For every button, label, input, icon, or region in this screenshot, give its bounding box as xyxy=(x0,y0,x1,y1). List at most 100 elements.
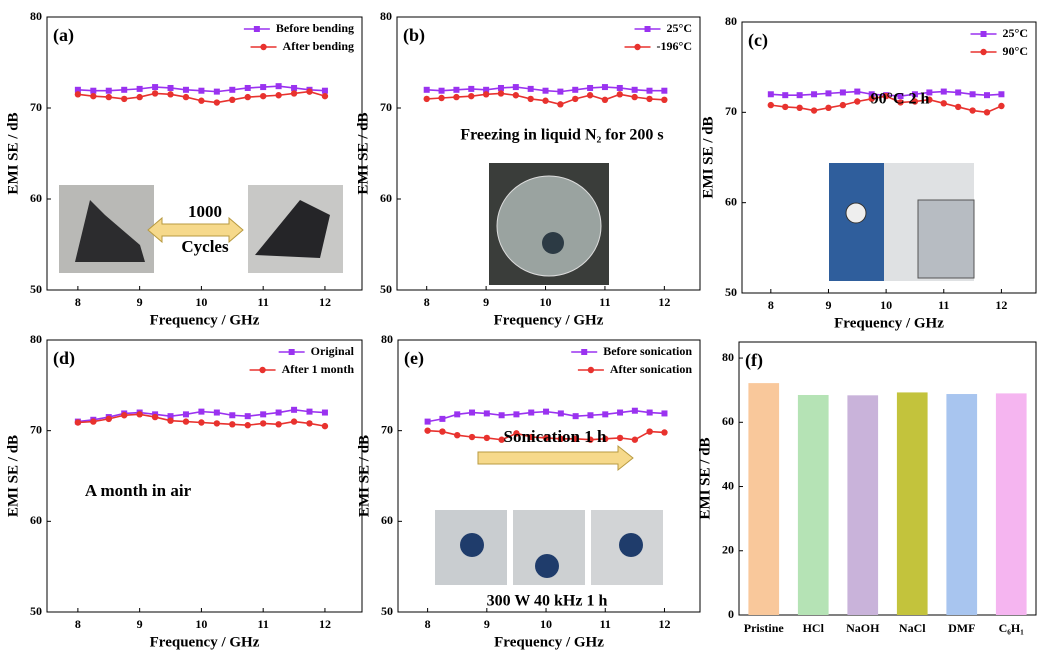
x-tick-label: 8 xyxy=(75,295,81,309)
plot-frame xyxy=(46,16,363,291)
annotation: 90°C 2 h xyxy=(871,91,930,108)
x-axis-label: Frequency / GHz xyxy=(494,312,604,328)
y-tick-label: 70 xyxy=(30,100,42,114)
point xyxy=(587,84,594,91)
point xyxy=(244,93,251,101)
double-arrow xyxy=(147,216,244,244)
point xyxy=(213,88,220,95)
photo-sample xyxy=(75,200,145,262)
x-tick-label: 10 xyxy=(540,295,552,309)
point xyxy=(512,92,520,99)
point xyxy=(229,421,236,428)
point xyxy=(74,91,82,98)
y-axis-label: EMI SE / dB xyxy=(700,116,716,198)
point xyxy=(498,436,505,443)
legend-marker xyxy=(253,26,260,32)
point xyxy=(105,93,112,101)
arrow xyxy=(477,444,634,472)
point xyxy=(911,98,919,105)
legend-label: -196°C xyxy=(657,39,692,53)
point xyxy=(497,90,505,97)
x-tick-label: NaCl xyxy=(899,621,926,635)
point xyxy=(167,91,174,98)
point xyxy=(983,109,991,116)
point xyxy=(868,95,875,102)
point xyxy=(182,93,190,101)
panel-label: (e) xyxy=(404,348,424,369)
legend-marker xyxy=(634,43,641,51)
photo-dish xyxy=(496,175,602,277)
point xyxy=(321,92,329,100)
point xyxy=(198,87,205,94)
point xyxy=(897,99,904,106)
point xyxy=(453,86,460,93)
y-tick-label: 50 xyxy=(30,282,42,296)
y-tick-label: 50 xyxy=(725,285,737,299)
x-tick-label: 9 xyxy=(825,298,831,312)
photo-sample xyxy=(460,533,484,557)
point xyxy=(631,93,638,101)
y-tick-label: 80 xyxy=(30,332,42,346)
annotation: Freezing in liquid N₂ for 200 s xyxy=(460,127,663,144)
point xyxy=(136,411,143,418)
annotation: Sonication 1 h xyxy=(504,427,608,446)
point xyxy=(646,428,653,435)
x-tick-label: HCl xyxy=(803,621,825,635)
point xyxy=(557,101,564,108)
annotation: Cycles xyxy=(181,237,229,256)
point xyxy=(306,408,313,415)
x-tick-label: 12 xyxy=(319,617,331,631)
point xyxy=(469,409,476,416)
x-tick-label: 10 xyxy=(880,298,892,312)
point xyxy=(969,91,976,98)
point xyxy=(198,419,205,426)
y-tick-label: 60 xyxy=(381,513,393,527)
point xyxy=(259,420,267,427)
legend-label: Before bending xyxy=(276,21,354,35)
y-axis-label: EMI SE / dB xyxy=(697,437,713,519)
x-tick-label: 10 xyxy=(195,617,207,631)
point xyxy=(306,88,313,95)
point xyxy=(955,89,962,96)
point xyxy=(616,91,623,98)
point xyxy=(542,87,549,94)
panel-label: (d) xyxy=(53,348,75,369)
legend-label: After sonication xyxy=(610,362,692,376)
point xyxy=(882,92,890,100)
point xyxy=(839,89,846,96)
y-tick-label: 50 xyxy=(30,604,42,618)
point xyxy=(182,86,189,93)
point xyxy=(602,411,609,418)
y-tick-label: 80 xyxy=(30,9,42,23)
point xyxy=(468,92,475,100)
y-tick-label: 40 xyxy=(722,478,734,492)
x-tick-label: 10 xyxy=(540,617,552,631)
legend-marker xyxy=(288,349,295,355)
y-tick-label: 50 xyxy=(380,282,392,296)
point xyxy=(121,95,128,103)
legend-marker xyxy=(587,366,595,374)
point xyxy=(512,84,519,91)
plot-frame xyxy=(397,339,701,613)
point xyxy=(528,409,535,416)
x-tick-label: NaOH xyxy=(846,621,880,635)
point xyxy=(661,429,668,436)
point xyxy=(482,91,490,98)
point xyxy=(940,88,947,95)
point xyxy=(796,104,803,112)
point xyxy=(926,89,933,96)
y-tick-label: 60 xyxy=(30,513,42,527)
point xyxy=(661,96,668,104)
point xyxy=(290,90,298,97)
point xyxy=(244,422,251,429)
point xyxy=(321,409,328,416)
bar xyxy=(896,392,928,615)
point xyxy=(557,435,565,443)
legend-marker xyxy=(980,48,987,56)
point xyxy=(321,422,329,430)
point xyxy=(839,101,847,109)
annotation: 300 W 40 kHz 1 h xyxy=(487,593,608,610)
photo-sample xyxy=(255,200,330,258)
plot-frame xyxy=(741,21,1037,294)
